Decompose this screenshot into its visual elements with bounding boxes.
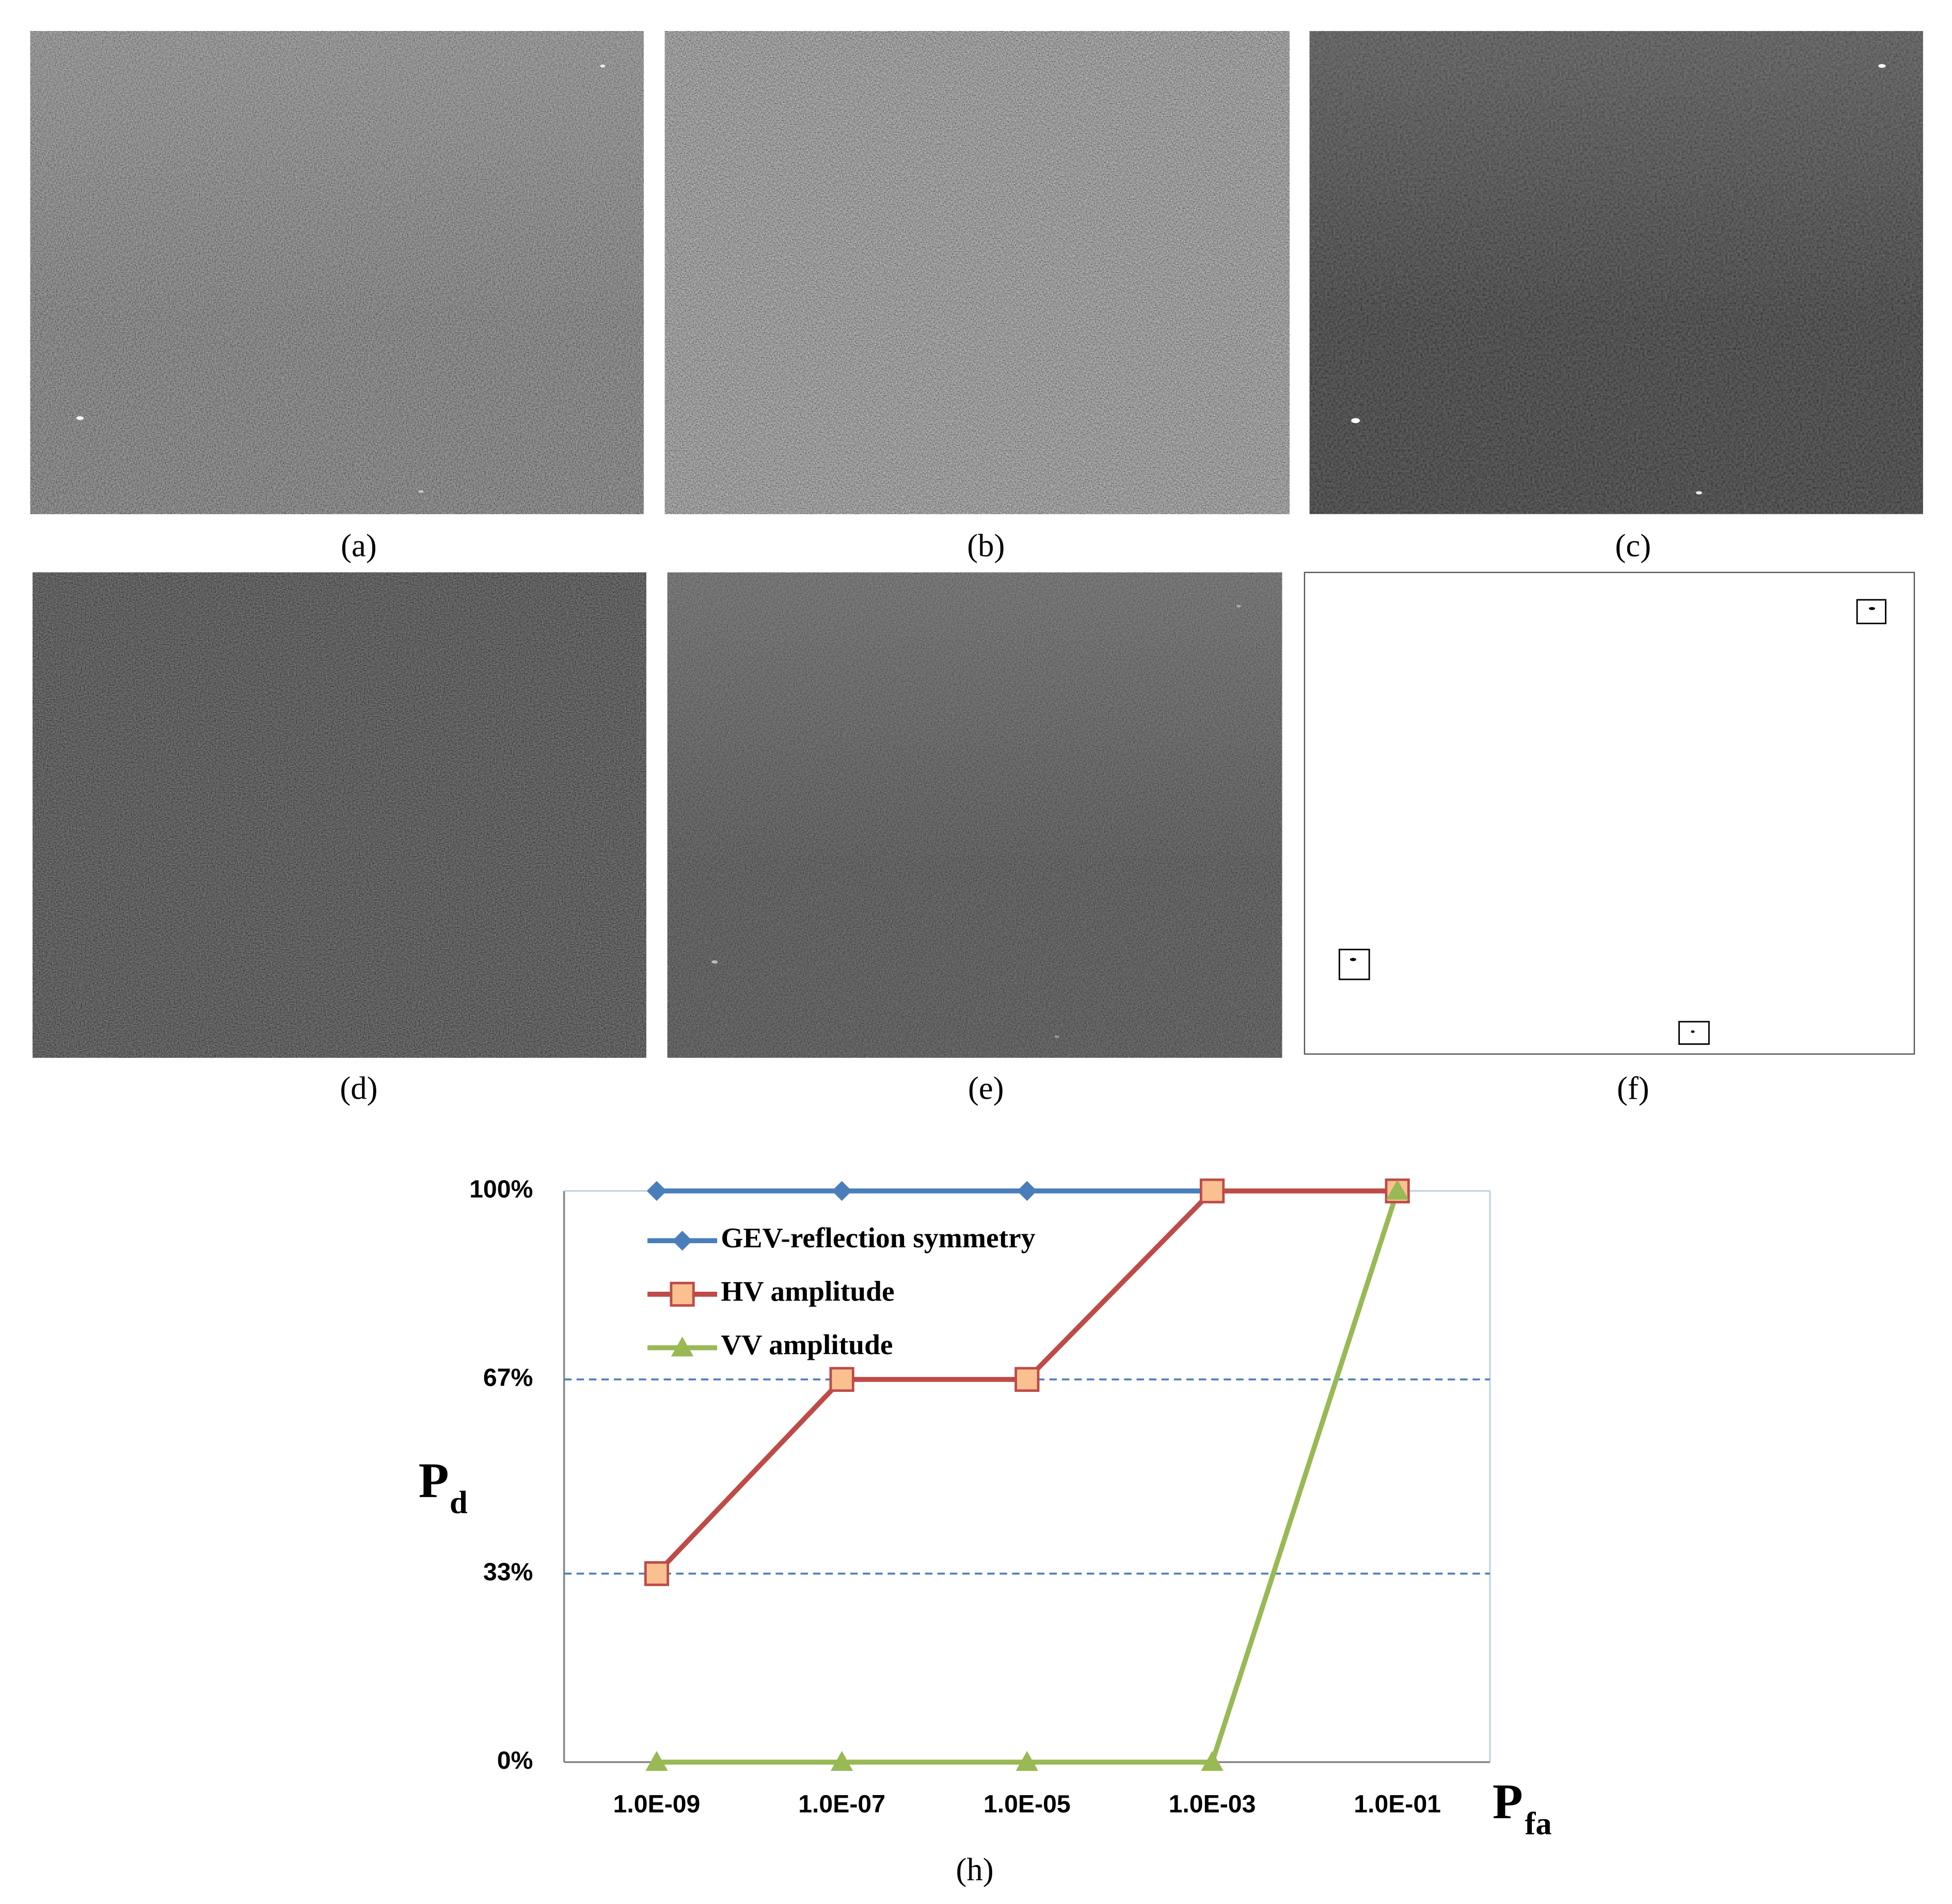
marker [1015, 1751, 1039, 1771]
panel-caption: (e) [968, 1070, 1004, 1106]
marker [1017, 1181, 1037, 1201]
y-tick-label: 0% [497, 1747, 533, 1774]
marker [830, 1751, 853, 1771]
panel-a [30, 31, 644, 514]
marker [1199, 1178, 1225, 1203]
chart-caption: (h) [956, 1851, 994, 1887]
y-tick-label: 67% [483, 1364, 533, 1392]
marker [829, 1367, 854, 1392]
y-tick-label: 100% [469, 1176, 533, 1203]
x-tick-label: 1.0E-09 [613, 1790, 701, 1818]
marker [1014, 1367, 1040, 1392]
panel-b [664, 31, 1290, 514]
legend-label: HV amplitude [721, 1276, 894, 1307]
y-tick-label: 33% [483, 1558, 533, 1586]
x-tick-label: 1.0E-03 [1169, 1790, 1256, 1818]
panel-d [33, 572, 646, 1058]
panel-caption: (f) [1617, 1070, 1649, 1106]
panel-c [1309, 31, 1923, 514]
y-axis-label: P [419, 1453, 449, 1508]
panel-caption: (d) [340, 1070, 377, 1106]
legend-label: GEV-reflection symmetry [721, 1222, 1035, 1254]
panel-e [667, 572, 1282, 1058]
marker [670, 1281, 695, 1307]
panel-caption: (b) [967, 527, 1005, 563]
marker [1201, 1751, 1224, 1771]
marker [1386, 1180, 1409, 1200]
panel-caption: (c) [1615, 527, 1651, 563]
marker [671, 1336, 694, 1357]
x-axis-label-sub: fa [1525, 1805, 1552, 1842]
marker [644, 1561, 670, 1586]
x-tick-label: 1.0E-07 [798, 1790, 885, 1818]
marker [672, 1230, 692, 1251]
panel-caption: (a) [341, 527, 377, 563]
legend-label: VV amplitude [721, 1329, 893, 1360]
marker [832, 1181, 852, 1201]
x-axis-label: P [1493, 1774, 1523, 1829]
x-tick-label: 1.0E-05 [983, 1790, 1071, 1818]
marker [646, 1181, 667, 1201]
x-tick-label: 1.0E-01 [1354, 1790, 1441, 1818]
marker [645, 1751, 668, 1771]
panel-f [1304, 572, 1915, 1055]
y-axis-label-sub: d [450, 1484, 468, 1520]
